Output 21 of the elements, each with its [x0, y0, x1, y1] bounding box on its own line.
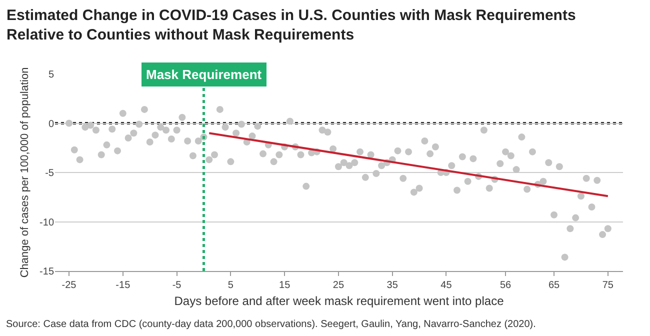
source-note: Source: Case data from CDC (county-day data 200,000 observations). Seegert, Gaulin, Yang, Navarro-Sanchez (2020).	[6, 319, 536, 330]
x-tick-label: 35	[386, 280, 398, 291]
x-tick-label: 65	[548, 280, 560, 291]
y-tick-label: -10	[40, 217, 54, 228]
x-tick-label: 56	[500, 280, 512, 291]
chart-title: Estimated Change in COVID-19 Cases in U.S. Counties with Mask Requirements Relative to Counties without Mask Requirements	[6, 7, 576, 44]
ref-line-label: Mask Requirement	[146, 67, 262, 82]
x-tick-label: 15	[279, 280, 291, 291]
y-axis-title: Change of cases per 100,000 of population	[19, 67, 32, 278]
y-tick-label: -15	[40, 266, 54, 278]
x-axis-title: Days before and after week mask requirement went into place	[174, 294, 504, 308]
y-tick-label: -5	[45, 168, 54, 179]
x-tick-label: 25	[332, 280, 344, 291]
x-tick-label: -5	[172, 280, 182, 291]
y-tick-label: 5	[48, 70, 54, 80]
x-tick-label: 75	[602, 280, 614, 291]
x-tick-label: -15	[116, 280, 131, 291]
x-tick-label: -25	[62, 280, 77, 291]
x-tick-label: 45	[440, 280, 452, 291]
x-tick-label: 5	[228, 280, 234, 291]
y-tick-label: 0	[48, 118, 54, 130]
